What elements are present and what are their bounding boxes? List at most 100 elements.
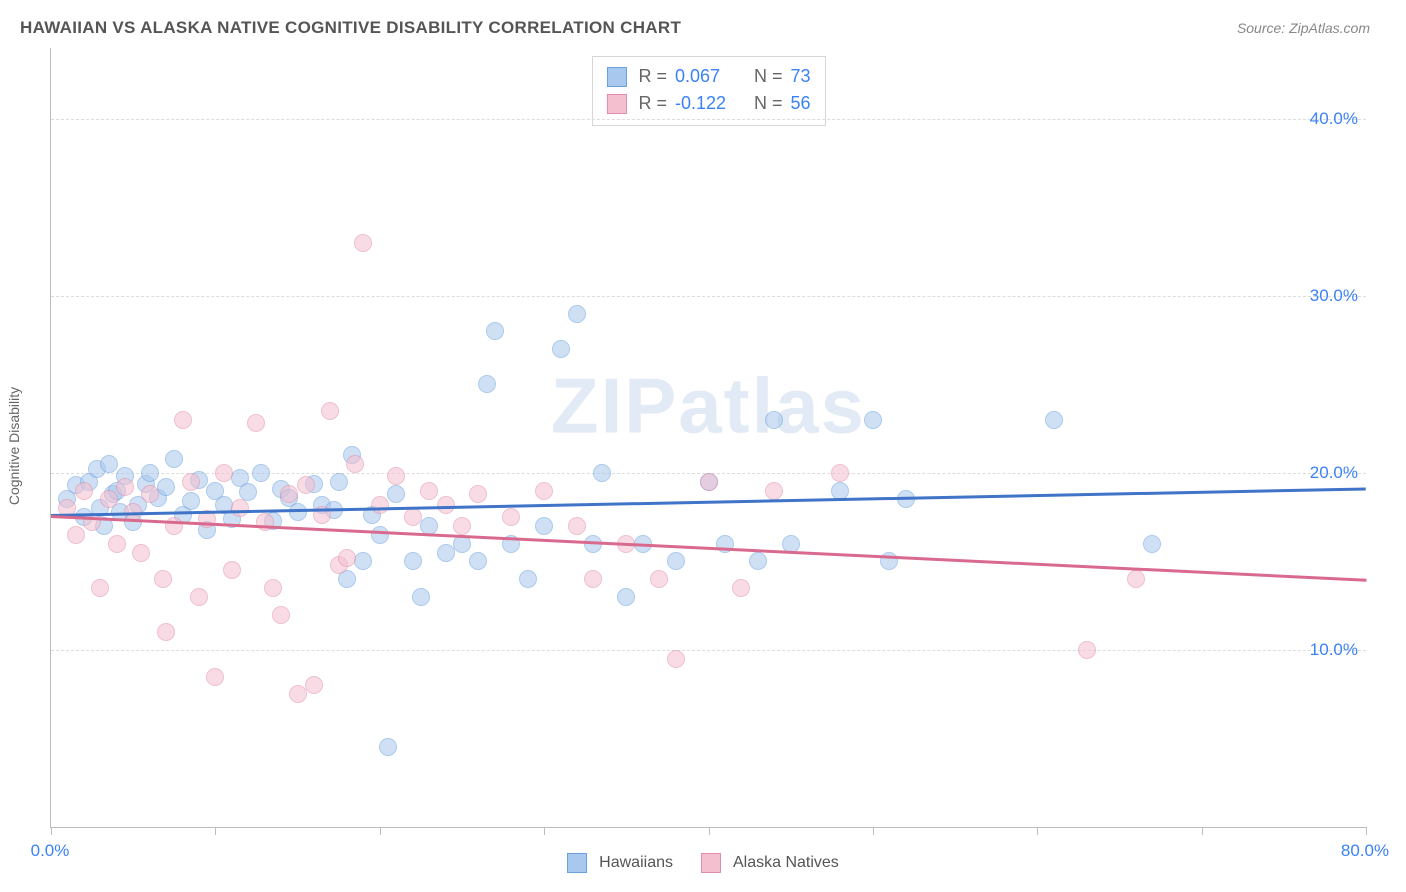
y-tick-label: 20.0% [1310,463,1358,483]
scatter-point [252,464,270,482]
x-tick-label: 80.0% [1341,841,1389,861]
gridline [51,119,1366,120]
scatter-point [305,676,323,694]
scatter-point [338,549,356,567]
scatter-point [223,561,241,579]
legend-label: Hawaiians [599,854,673,872]
scatter-point [354,552,372,570]
scatter-point [568,517,586,535]
scatter-point [1143,535,1161,553]
scatter-point [100,455,118,473]
scatter-point [379,738,397,756]
scatter-point [765,482,783,500]
scatter-point [182,473,200,491]
watermark: ZIPatlas [551,361,866,452]
stat-n-label: N = [749,63,783,90]
scatter-point [297,476,315,494]
scatter-point [154,570,172,588]
x-tick [873,827,874,835]
scatter-point [478,375,496,393]
legend-item: Alaska Natives [701,853,839,873]
scatter-point [280,485,298,503]
scatter-point [864,411,882,429]
stats-row: R = 0.067 N = 73 [606,63,810,90]
scatter-point [749,552,767,570]
stat-n-value: 56 [791,90,811,117]
source-label: Source: ZipAtlas.com [1237,20,1370,36]
scatter-point [486,322,504,340]
x-tick [1037,827,1038,835]
y-tick-label: 30.0% [1310,286,1358,306]
y-axis-label: Cognitive Disability [6,387,22,505]
scatter-point [116,478,134,496]
x-tick [1366,827,1367,835]
scatter-chart: ZIPatlas R = 0.067 N = 73R = -0.122 N = … [50,48,1366,828]
scatter-point [453,517,471,535]
x-tick [215,827,216,835]
scatter-point [215,464,233,482]
series-swatch [606,94,626,114]
legend-label: Alaska Natives [733,854,839,872]
scatter-point [157,478,175,496]
x-tick [51,827,52,835]
chart-title: HAWAIIAN VS ALASKA NATIVE COGNITIVE DISA… [20,18,681,38]
stat-n-label: N = [749,90,783,117]
scatter-point [831,482,849,500]
stat-n-value: 73 [791,63,811,90]
scatter-point [371,526,389,544]
scatter-point [231,499,249,517]
scatter-point [1045,411,1063,429]
scatter-point [371,496,389,514]
scatter-point [535,517,553,535]
stat-r-value: 0.067 [675,63,741,90]
x-tick [709,827,710,835]
scatter-point [132,544,150,562]
scatter-point [75,482,93,500]
scatter-point [765,411,783,429]
scatter-point [617,588,635,606]
scatter-point [412,588,430,606]
scatter-point [174,411,192,429]
scatter-point [354,234,372,252]
scatter-point [650,570,668,588]
scatter-point [289,685,307,703]
x-tick [544,827,545,835]
scatter-point [256,513,274,531]
x-tick [380,827,381,835]
scatter-point [1127,570,1145,588]
x-tick [1202,827,1203,835]
y-tick-label: 40.0% [1310,109,1358,129]
scatter-point [897,490,915,508]
scatter-point [141,464,159,482]
scatter-point [1078,641,1096,659]
scatter-point [108,535,126,553]
scatter-point [289,503,307,521]
legend-swatch [701,853,721,873]
scatter-point [469,485,487,503]
scatter-point [100,490,118,508]
scatter-point [330,473,348,491]
scatter-point [700,473,718,491]
gridline [51,296,1366,297]
x-tick-label: 0.0% [31,841,70,861]
trend-line [51,515,1366,581]
scatter-point [502,508,520,526]
series-swatch [606,67,626,87]
scatter-point [264,579,282,597]
scatter-point [182,492,200,510]
scatter-point [420,482,438,500]
stats-legend: R = 0.067 N = 73R = -0.122 N = 56 [591,56,825,126]
y-tick-label: 10.0% [1310,640,1358,660]
legend-swatch [567,853,587,873]
scatter-point [91,579,109,597]
scatter-point [593,464,611,482]
scatter-point [404,508,422,526]
scatter-point [247,414,265,432]
scatter-point [206,668,224,686]
scatter-point [67,526,85,544]
scatter-point [165,450,183,468]
scatter-point [141,485,159,503]
scatter-point [469,552,487,570]
scatter-point [157,623,175,641]
bottom-legend: Hawaiians Alaska Natives [0,837,1406,888]
